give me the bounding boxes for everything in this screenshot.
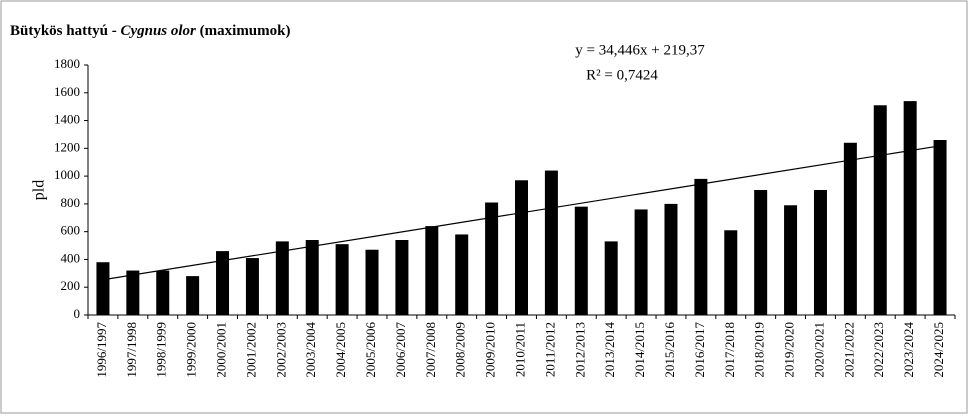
bar: [305, 240, 319, 315]
x-tick-label: 2018/2019: [752, 322, 767, 378]
bar: [485, 202, 499, 315]
x-tick-label: 1999/2000: [184, 322, 199, 378]
x-tick-label: 2002/2003: [273, 322, 288, 378]
bar: [186, 276, 200, 315]
x-tick-label: 2007/2008: [423, 322, 438, 378]
y-tick-label: 1200: [54, 139, 80, 154]
x-tick-label: 2013/2014: [602, 322, 617, 378]
title-species: Cygnus olor: [120, 23, 196, 39]
bar: [96, 262, 110, 315]
x-tick-label: 2024/2025: [931, 322, 946, 378]
x-tick-label: 2005/2006: [363, 322, 378, 378]
x-tick-label: 2001/2002: [243, 322, 258, 378]
bar: [126, 270, 140, 315]
x-tick-label: 2017/2018: [722, 322, 737, 378]
x-tick-label: 2012/2013: [572, 322, 587, 378]
bar: [425, 226, 439, 315]
title-suffix: (maximumok): [196, 23, 291, 39]
x-tick-label: 2016/2017: [692, 322, 707, 378]
x-tick-label: 2020/2021: [811, 322, 826, 378]
trend-equation: y = 34,446x + 219,37: [575, 42, 705, 58]
x-tick-label: 2009/2010: [483, 322, 498, 378]
y-tick-label: 1800: [54, 56, 80, 71]
bar: [664, 203, 678, 315]
bar: [275, 241, 289, 315]
y-tick-label: 1000: [54, 167, 80, 182]
x-tick-label: 2015/2016: [662, 322, 677, 378]
bar: [604, 241, 618, 315]
y-tick-label: 600: [61, 223, 81, 238]
y-tick-label: 400: [61, 250, 81, 265]
trendline: [102, 145, 941, 281]
x-tick-label: 2023/2024: [901, 322, 916, 378]
x-tick-label: 2003/2004: [303, 322, 318, 378]
y-axis-label: pld: [31, 180, 48, 200]
bar: [784, 205, 798, 315]
bar: [216, 251, 230, 315]
bar: [903, 101, 917, 315]
x-tick-label: 2010/2011: [512, 322, 527, 377]
chart-title: Bütykös hattyú - Cygnus olor (maximumok): [10, 23, 290, 39]
x-tick-label: 2006/2007: [393, 322, 408, 378]
x-tick-label: 2019/2020: [782, 322, 797, 378]
x-tick-label: 2000/2001: [214, 322, 229, 378]
bar: [873, 105, 887, 316]
bar: [455, 234, 469, 315]
bar: [365, 249, 379, 315]
x-tick-label: 1997/1998: [124, 322, 139, 378]
x-tick-label: 2014/2015: [632, 322, 647, 378]
trend-r2: R² = 0,7424: [586, 67, 658, 83]
y-tick-label: 0: [74, 306, 81, 321]
bar: [754, 190, 768, 315]
x-tick-label: 2008/2009: [453, 322, 468, 378]
bar: [724, 230, 738, 315]
y-tick-label: 800: [61, 195, 81, 210]
bar: [634, 209, 648, 315]
x-tick-label: 2011/2012: [542, 322, 557, 377]
title-prefix: Bütykös hattyú -: [10, 23, 120, 39]
x-tick-label: 1998/1999: [154, 322, 169, 378]
y-tick-label: 200: [61, 278, 81, 293]
bar: [933, 140, 947, 315]
bar: [245, 258, 259, 315]
bar: [395, 240, 409, 315]
bar: [544, 170, 558, 315]
bar: [574, 206, 588, 315]
x-tick-label: 2004/2005: [333, 322, 348, 378]
bar: [813, 190, 827, 315]
x-tick-label: 2021/2022: [841, 322, 856, 378]
x-tick-label: 1996/1997: [94, 322, 109, 378]
y-tick-label: 1600: [54, 84, 80, 99]
bar: [156, 270, 170, 315]
y-tick-label: 1400: [54, 112, 80, 127]
bar: [843, 142, 857, 315]
bar: [515, 180, 528, 315]
bar: [694, 178, 708, 315]
x-tick-label: 2022/2023: [871, 322, 886, 378]
bar: [335, 244, 349, 315]
